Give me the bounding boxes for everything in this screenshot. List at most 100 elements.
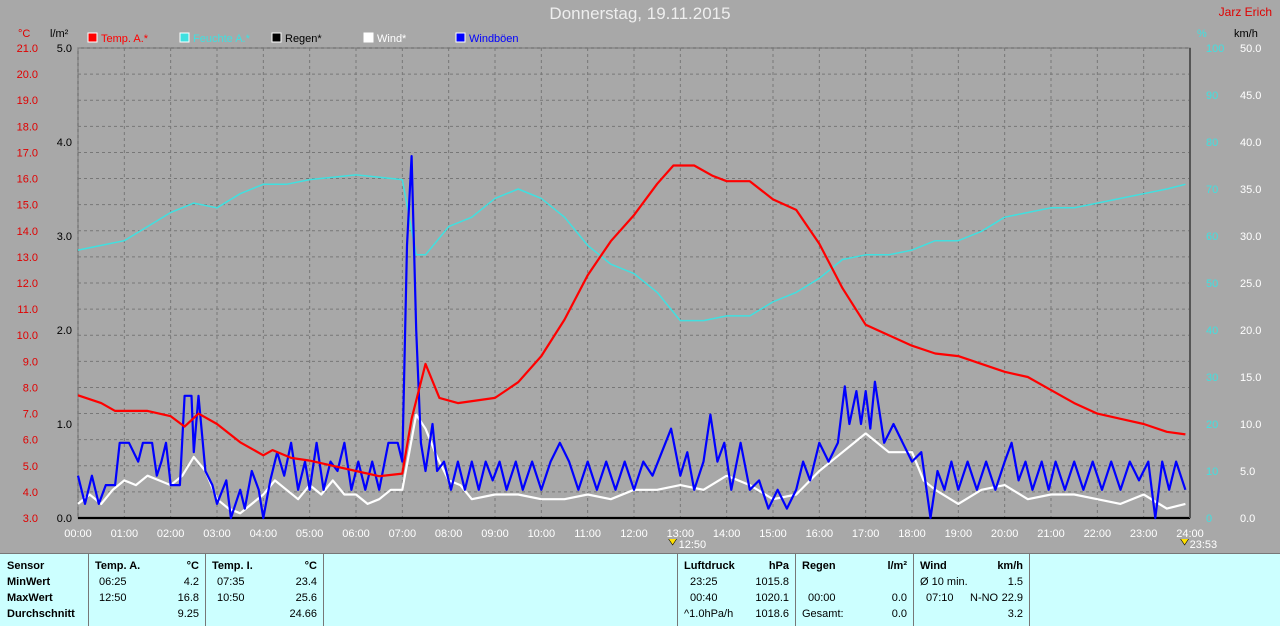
rain-tick-label: 3.0 xyxy=(57,231,72,243)
maxwert-label: MaxWert xyxy=(7,592,53,604)
temp-a-unit: °C xyxy=(186,560,199,572)
rain-header: Regen xyxy=(802,560,836,572)
humidity-tick-label: 90 xyxy=(1206,90,1218,102)
rain-total-label: Gesamt: xyxy=(802,608,844,620)
x-tick-label: 17:00 xyxy=(852,528,880,540)
temp-tick-label: 20.0 xyxy=(17,69,38,81)
wind-tick-label: 35.0 xyxy=(1240,184,1261,196)
x-tick-label: 06:00 xyxy=(342,528,370,540)
wind-tick-label: 0.0 xyxy=(1240,513,1255,525)
temp-a-min-time: 06:25 xyxy=(99,576,127,588)
x-tick-label: 10:00 xyxy=(528,528,556,540)
temp-tick-label: 6.0 xyxy=(23,435,38,447)
empty-column xyxy=(324,554,678,626)
legend-swatch xyxy=(179,32,190,43)
temp-i-min-time: 07:35 xyxy=(217,576,245,588)
pressure-trend-label: ^1.0hPa/h xyxy=(684,608,734,620)
wind-tick-label: 30.0 xyxy=(1240,231,1261,243)
wind-tick-label: 45.0 xyxy=(1240,90,1261,102)
wind-tick-label: 15.0 xyxy=(1240,372,1261,384)
temp-tick-label: 8.0 xyxy=(23,382,38,394)
rain-tick-label: 2.0 xyxy=(57,325,72,337)
temp-i-column: Temp. I. °C 07:35 23.4 10:50 25.6 24.66 xyxy=(206,554,324,626)
statistics-table: Sensor MinWert MaxWert Durchschnitt Temp… xyxy=(0,553,1280,626)
legend-label: Temp. A.* xyxy=(101,33,149,45)
legend-label: Regen* xyxy=(285,33,322,45)
rain-total: 0.0 xyxy=(891,608,907,620)
pressure-header: Luftdruck xyxy=(684,560,735,572)
wind-tick-label: 10.0 xyxy=(1240,419,1261,431)
x-tick-label: 03:00 xyxy=(203,528,231,540)
rain-axis-unit: l/m² xyxy=(50,28,69,40)
durchschnitt-label: Durchschnitt xyxy=(7,608,75,620)
humidity-tick-label: 20 xyxy=(1206,419,1218,431)
temp-i-max: 25.6 xyxy=(295,592,317,604)
x-tick-label: 18:00 xyxy=(898,528,926,540)
x-tick-label: 24:00 xyxy=(1176,528,1204,540)
wind-tick-label: 40.0 xyxy=(1240,137,1261,149)
chart-canvas: 00:00 01:00 02:00 03:00 04:00 05:00 06:00 07:00… xyxy=(17,28,1262,551)
humidity-tick-label: 60 xyxy=(1206,231,1218,243)
humidity-tick-label: 100 xyxy=(1206,43,1224,55)
humidity-tick-label: 10 xyxy=(1206,466,1218,478)
temp-tick-label: 5.0 xyxy=(23,461,38,473)
humidity-tick-label: 70 xyxy=(1206,184,1218,196)
x-tick-label: 09:00 xyxy=(481,528,509,540)
x-tick-label: 01:00 xyxy=(111,528,139,540)
legend-label: Feuchte A.* xyxy=(193,33,251,45)
temp-i-header: Temp. I. xyxy=(212,560,253,572)
pressure-column: Luftdruck hPa 23:25 1015.8 00:40 1020.1 … xyxy=(678,554,796,626)
temp-a-column: Temp. A. °C 06:25 4.2 12:50 16.8 9.25 xyxy=(89,554,206,626)
temp-tick-label: 17.0 xyxy=(17,147,38,159)
legend-swatch xyxy=(363,32,374,43)
rain-column: Regen l/m² 00:00 0.0 Gesamt: 0.0 xyxy=(796,554,914,626)
rain-tick-label: 5.0 xyxy=(57,43,72,55)
temp-i-max-time: 10:50 xyxy=(217,592,245,604)
marker-now-label: 23:53 xyxy=(1190,539,1218,551)
wind-unit: km/h xyxy=(997,560,1023,572)
temp-tick-label: 16.0 xyxy=(17,174,38,186)
temp-a-max-time: 12:50 xyxy=(99,592,127,604)
legend-swatch xyxy=(87,32,98,43)
pressure-max-time: 00:40 xyxy=(690,592,718,604)
wind-avg: 3.2 xyxy=(1007,608,1023,620)
legend-label: Windböen xyxy=(469,33,519,45)
temp-tick-label: 9.0 xyxy=(23,356,38,368)
temp-tick-label: 12.0 xyxy=(17,278,38,290)
temp-tick-label: 7.0 xyxy=(23,409,38,421)
x-tick-label: 15:00 xyxy=(759,528,787,540)
row-label-column: Sensor MinWert MaxWert Durchschnitt xyxy=(0,554,89,626)
temp-i-unit: °C xyxy=(304,560,317,572)
wind-min-label: Ø 10 min. xyxy=(920,576,968,588)
x-tick-label: 13:00 xyxy=(667,528,695,540)
wind-max-direction: N-NO xyxy=(970,592,999,604)
x-tick-label: 02:00 xyxy=(157,528,185,540)
wind-column: Wind km/h Ø 10 min. 1.5 07:10 N-NO 22.9 … xyxy=(914,554,1030,626)
temp-tick-label: 3.0 xyxy=(23,513,38,525)
x-tick-label: 19:00 xyxy=(945,528,973,540)
rain-tick-label: 4.0 xyxy=(57,137,72,149)
wind-tick-label: 50.0 xyxy=(1240,43,1261,55)
temp-tick-label: 13.0 xyxy=(17,252,38,264)
x-tick-label: 21:00 xyxy=(1037,528,1065,540)
humidity-tick-label: 0 xyxy=(1206,513,1212,525)
wind-tick-label: 5.0 xyxy=(1240,466,1255,478)
temp-tick-label: 15.0 xyxy=(17,200,38,212)
marker-max-temp-label: 12:50 xyxy=(679,539,707,551)
humidity-axis-unit: % xyxy=(1197,28,1207,40)
x-tick-label: 00:00 xyxy=(64,528,92,540)
temp-a-header: Temp. A. xyxy=(95,560,141,572)
rain-tick-label: 0.0 xyxy=(57,513,72,525)
series-line xyxy=(77,164,1186,478)
wind-tick-label: 25.0 xyxy=(1240,278,1261,290)
rain-unit: l/m² xyxy=(887,560,907,572)
pressure-unit: hPa xyxy=(768,560,789,572)
pressure-min: 1015.8 xyxy=(755,576,789,588)
wind-max: 22.9 xyxy=(1001,592,1023,604)
x-tick-label: 16:00 xyxy=(806,528,834,540)
x-tick-label: 22:00 xyxy=(1084,528,1112,540)
x-tick-label: 20:00 xyxy=(991,528,1019,540)
pressure-max: 1020.1 xyxy=(755,592,789,604)
x-tick-label: 04:00 xyxy=(250,528,278,540)
legend-swatch xyxy=(455,32,466,43)
